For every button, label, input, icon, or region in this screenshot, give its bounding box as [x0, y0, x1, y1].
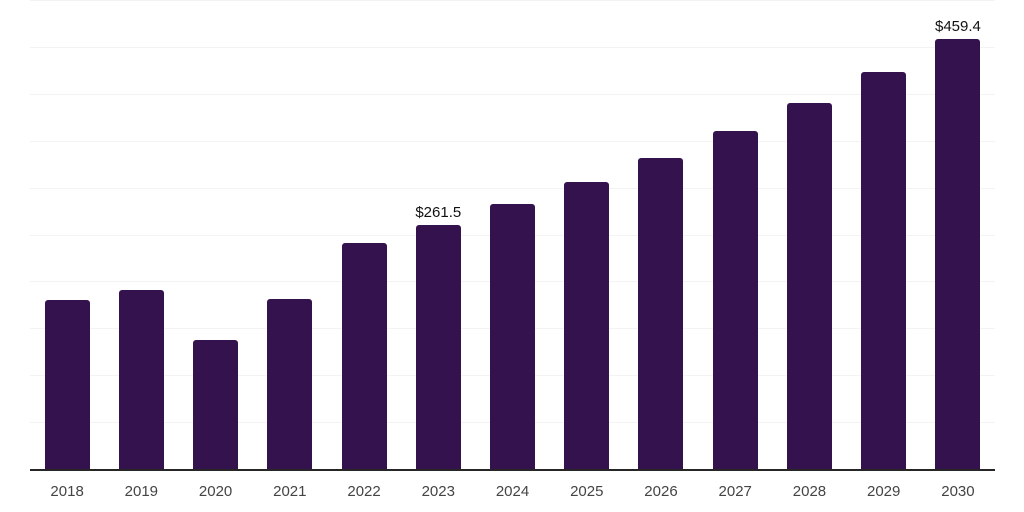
bar-band: [772, 1, 846, 470]
x-axis-line: [30, 469, 995, 471]
bar-band: $261.5: [401, 1, 475, 470]
gridline: [30, 93, 995, 95]
x-tick-label: 2028: [792, 483, 827, 500]
bar-2027: [712, 131, 758, 470]
x-tick-label: 2019: [124, 483, 159, 500]
bar-2026: [638, 157, 684, 470]
bar-2022: [341, 243, 387, 470]
bar-2029: [861, 72, 907, 470]
bar-2025: [564, 181, 610, 470]
x-tick-label: 2023: [421, 483, 455, 500]
bar-band: [327, 1, 401, 470]
bar-band: [475, 1, 549, 470]
x-tick-label: 2029: [867, 483, 901, 500]
x-tick-label: 2021: [273, 483, 307, 500]
bar-2028: [786, 102, 832, 470]
bar-2018: [44, 300, 90, 470]
bar-2021: [267, 299, 313, 470]
bar-value-label: $261.5: [415, 203, 462, 221]
bar-2019: [118, 289, 164, 470]
x-tick-label: 2020: [198, 483, 233, 500]
bar-band: [30, 1, 104, 470]
bar-2020: [193, 339, 239, 470]
bar-2023: $261.5: [415, 205, 461, 470]
x-tick-label: 2025: [570, 483, 604, 500]
bar-band: $459.4: [921, 1, 995, 470]
x-tick-label: 2024: [495, 483, 530, 500]
x-tick-label: 2030: [941, 483, 975, 500]
bar-band: [624, 1, 698, 470]
x-axis-labels: 2018 2019 2020 2021 2022 2023 2024 2025 2026 2027…: [30, 482, 995, 502]
bar-band: [698, 1, 772, 470]
bar-value-label: $459.4: [934, 18, 981, 36]
bar-band: [178, 1, 252, 470]
gridline: [30, 0, 995, 1]
bar-band: [847, 1, 921, 470]
gridline: [30, 46, 995, 48]
bar-band: [253, 1, 327, 470]
bar-band: [550, 1, 624, 470]
plot-area: $261.5 $459.4: [30, 0, 995, 471]
x-tick-label: 2022: [347, 483, 381, 500]
bar-band: [104, 1, 178, 470]
x-tick-label: 2027: [718, 483, 752, 500]
gridline: [30, 140, 995, 142]
bar-2024: [490, 204, 536, 470]
bars: $261.5 $459.4: [30, 1, 995, 470]
x-tick-label: 2026: [644, 483, 678, 500]
x-tick-label: 2018: [50, 483, 84, 500]
bar-2030: $459.4: [935, 19, 981, 470]
gridline: [30, 187, 995, 189]
